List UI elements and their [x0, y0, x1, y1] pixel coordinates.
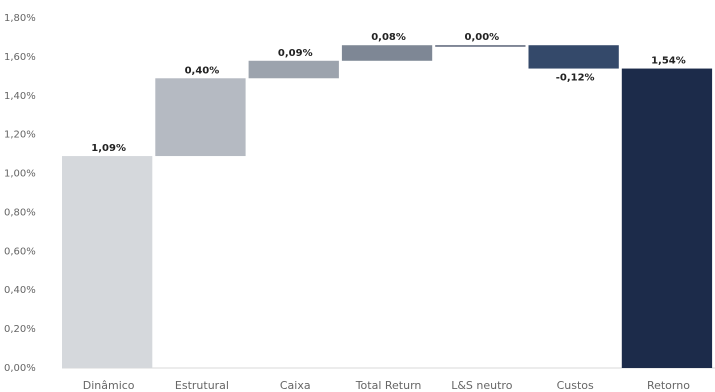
bar — [621, 68, 713, 369]
value-label: 0,00% — [464, 32, 499, 43]
value-label: 0,08% — [371, 32, 406, 43]
x-tick-label: L&S neutro — [451, 379, 512, 392]
y-tick-label: 0,00% — [4, 363, 36, 374]
x-tick-label: Custos — [557, 379, 594, 392]
y-tick-label: 0,20% — [4, 324, 36, 335]
y-tick-label: 0,40% — [4, 285, 36, 296]
x-tick-label: Retorno — [647, 379, 690, 392]
value-label: 1,54% — [651, 56, 686, 67]
bar — [341, 45, 433, 61]
y-tick-label: 0,60% — [4, 246, 36, 257]
x-tick-label: Total Return — [355, 379, 422, 392]
x-tick-label: Caixa — [280, 379, 311, 392]
x-tick-label: Estrutural — [175, 379, 229, 392]
bar — [528, 45, 619, 69]
y-tick-label: 1,40% — [4, 91, 36, 102]
value-label: 0,09% — [278, 48, 313, 59]
value-label: 0,40% — [185, 65, 220, 76]
y-tick-label: 1,80% — [4, 13, 36, 24]
y-tick-label: 1,20% — [4, 130, 36, 141]
bar — [62, 156, 153, 368]
bar — [155, 78, 246, 157]
bar — [435, 45, 526, 47]
x-tick-label: Dinâmico — [83, 379, 135, 392]
bar — [248, 60, 339, 79]
y-tick-label: 1,00% — [4, 169, 36, 180]
value-label: -0,12% — [556, 73, 595, 84]
y-tick-label: 1,60% — [4, 52, 36, 63]
y-tick-label: 0,80% — [4, 207, 36, 218]
value-label: 1,09% — [91, 143, 126, 154]
